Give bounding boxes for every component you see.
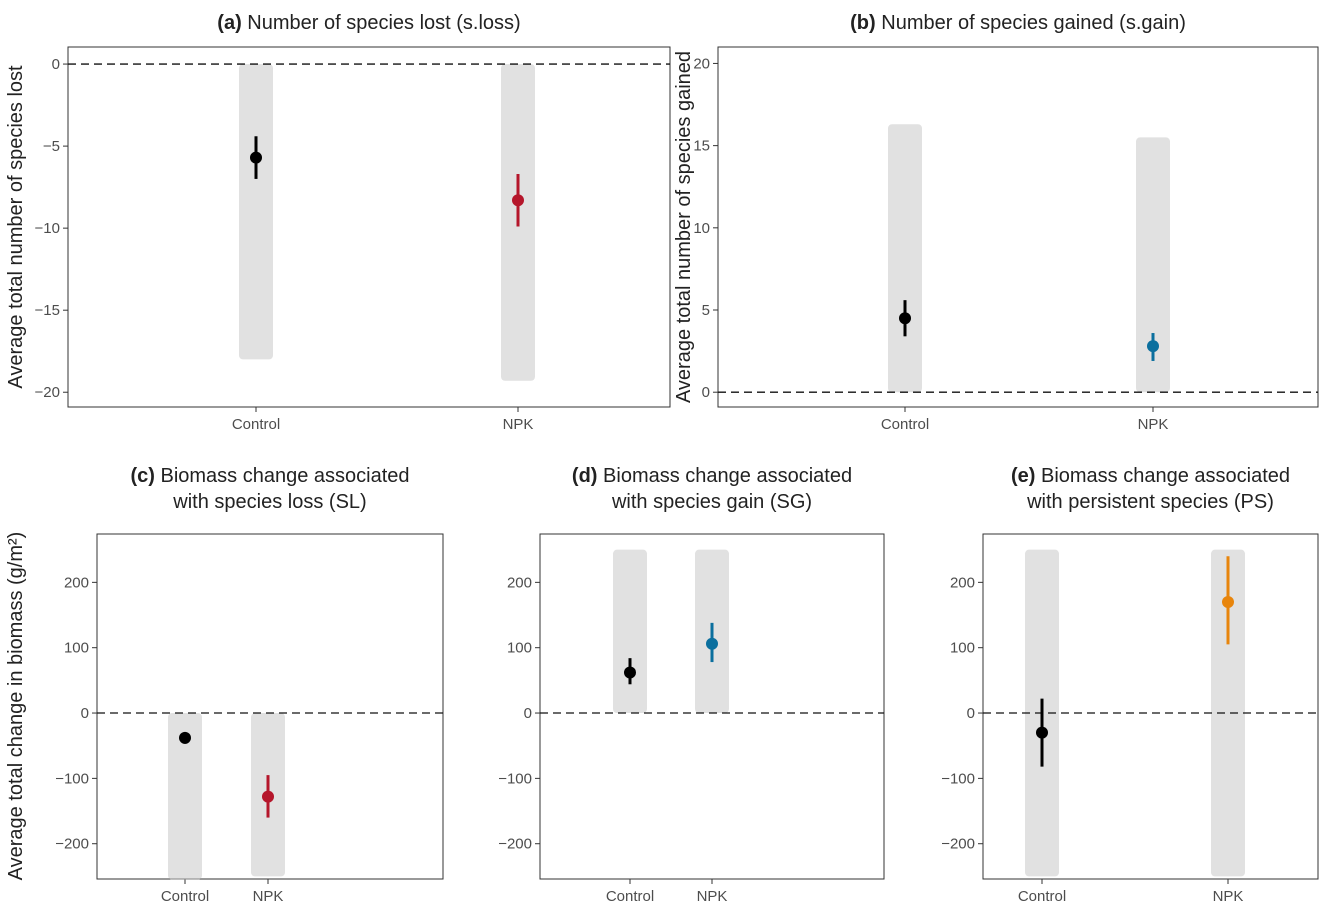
panel-tag: (c)	[130, 465, 154, 487]
y-axis-label: Average total number of species lost	[5, 65, 27, 389]
mean-point	[1036, 726, 1048, 739]
y-tick-label: 200	[950, 574, 975, 591]
x-tick-label: Control	[161, 888, 209, 905]
x-tick-label: Control	[1018, 888, 1066, 905]
y-tick-label: −15	[35, 302, 60, 319]
panel-title: (e) Biomass change associated	[1011, 465, 1290, 487]
panel-frame	[96, 533, 444, 880]
panel-title: with persistent species (PS)	[1026, 491, 1274, 513]
panel-tag: (d)	[572, 465, 598, 487]
y-tick-label: 0	[967, 705, 975, 722]
sample-cloud	[1136, 137, 1170, 393]
mean-point	[1147, 340, 1159, 353]
y-tick-label: 5	[702, 302, 710, 319]
sample-cloud	[613, 549, 647, 714]
panel-title-text: with species loss (SL)	[172, 491, 366, 513]
y-tick-label: −5	[43, 138, 60, 155]
panel-title: (c) Biomass change associated	[130, 465, 409, 487]
y-tick-label: 100	[64, 640, 89, 657]
x-tick-label: Control	[232, 416, 280, 433]
x-tick-label: NPK	[1213, 888, 1244, 905]
panel-title: (b) Number of species gained (s.gain)	[850, 12, 1186, 34]
y-tick-label: 0	[702, 384, 710, 401]
y-tick-label: 0	[524, 705, 532, 722]
mean-point	[706, 637, 718, 650]
panel-title: (d) Biomass change associated	[572, 465, 852, 487]
y-tick-label: 100	[950, 640, 975, 657]
panel-title-text: with species gain (SG)	[611, 491, 812, 513]
panel-title-text: Number of species gained (s.gain)	[881, 12, 1186, 34]
y-tick-label: 0	[52, 56, 60, 73]
panel-frame	[67, 46, 671, 408]
y-tick-label: −200	[55, 836, 89, 853]
sample-cloud	[1211, 549, 1245, 877]
y-axis-label: Average total change in biomass (g/m²)	[5, 532, 27, 881]
y-tick-label: 10	[693, 220, 710, 237]
mean-point	[1222, 595, 1234, 608]
panel-frame	[717, 46, 1319, 408]
mean-point	[624, 666, 636, 679]
y-tick-label: −20	[35, 384, 60, 401]
mean-point	[899, 312, 911, 325]
y-tick-label: 15	[693, 138, 710, 155]
panel-title-text: Biomass change associated	[160, 465, 409, 487]
y-tick-label: 100	[507, 640, 532, 657]
mean-point	[262, 790, 274, 803]
panel-title-text: Number of species lost (s.loss)	[247, 12, 520, 34]
x-tick-label: Control	[606, 888, 654, 905]
panel-tag: (e)	[1011, 465, 1035, 487]
x-tick-label: NPK	[697, 888, 728, 905]
y-tick-label: −200	[498, 836, 532, 853]
y-tick-label: −100	[498, 770, 532, 787]
panel-title-text: Biomass change associated	[1041, 465, 1290, 487]
panel-title-text: with persistent species (PS)	[1026, 491, 1274, 513]
y-tick-label: 200	[507, 574, 532, 591]
y-tick-label: −100	[941, 770, 975, 787]
y-tick-label: −100	[55, 770, 89, 787]
mean-point	[512, 194, 524, 207]
y-tick-label: 20	[693, 55, 710, 72]
panel-tag: (b)	[850, 12, 876, 34]
x-tick-label: NPK	[503, 416, 534, 433]
sample-cloud	[239, 64, 273, 360]
y-tick-label: −200	[941, 836, 975, 853]
mean-point	[179, 731, 191, 744]
sample-cloud	[168, 713, 202, 880]
y-tick-label: 200	[64, 574, 89, 591]
x-tick-label: Control	[881, 416, 929, 433]
y-axis-label: Average total number of species gained	[673, 51, 695, 403]
x-tick-label: NPK	[1138, 416, 1169, 433]
mean-point	[250, 151, 262, 164]
y-tick-label: −10	[35, 220, 60, 237]
panel-frame	[982, 533, 1319, 880]
panel-title-text: Biomass change associated	[603, 465, 852, 487]
y-tick-label: 0	[81, 705, 89, 722]
panel-title: with species loss (SL)	[172, 491, 366, 513]
panel-title: (a) Number of species lost (s.loss)	[217, 12, 520, 34]
panel-title: with species gain (SG)	[611, 491, 812, 513]
sample-cloud	[888, 124, 922, 393]
panel-tag: (a)	[217, 12, 241, 34]
x-tick-label: NPK	[253, 888, 284, 905]
